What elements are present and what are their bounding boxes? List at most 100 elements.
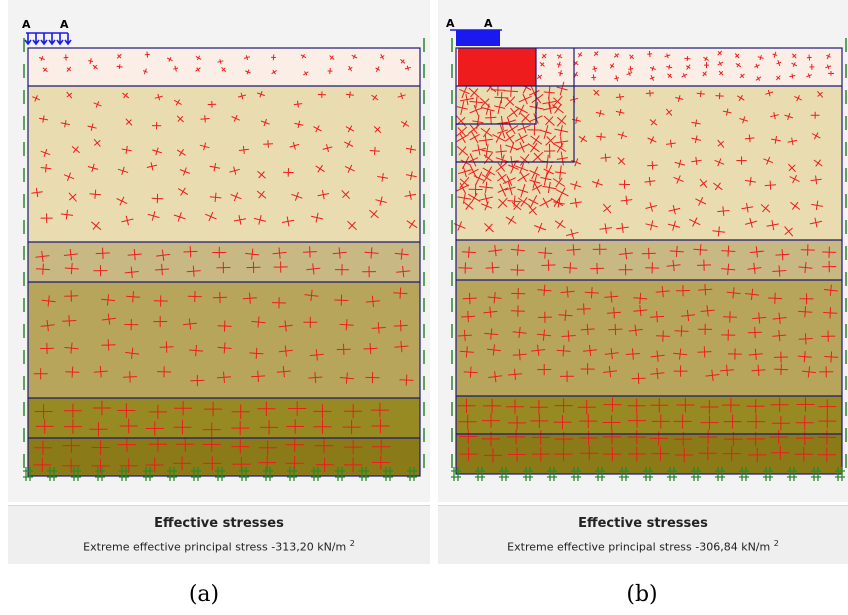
stress-cross xyxy=(309,349,324,361)
stress-cross xyxy=(256,91,265,98)
stress-cross xyxy=(507,195,522,207)
stress-cross xyxy=(649,74,655,81)
stress-cross xyxy=(469,96,484,108)
stress-cross xyxy=(125,347,140,359)
stress-cross xyxy=(542,181,557,194)
fixity-mark xyxy=(787,467,797,481)
stress-cross xyxy=(552,95,563,108)
stress-cross xyxy=(505,215,517,225)
stress-cross xyxy=(216,371,232,383)
stress-cross xyxy=(93,265,108,277)
stress-cross xyxy=(626,71,633,76)
stress-cross xyxy=(717,61,724,66)
fixity-mark xyxy=(215,467,225,481)
stress-cross xyxy=(826,53,831,60)
stress-cross xyxy=(310,212,324,223)
stress-cross xyxy=(603,366,618,378)
stress-cross xyxy=(570,198,582,208)
stress-cross xyxy=(91,440,110,455)
stress-cross xyxy=(674,159,685,168)
stress-crosses xyxy=(453,50,839,463)
stress-cross xyxy=(484,328,499,340)
stress-cross xyxy=(393,287,408,299)
stress-cross xyxy=(334,294,349,306)
stress-cross xyxy=(468,87,480,98)
stress-cross xyxy=(511,201,522,211)
stress-cross xyxy=(553,198,565,208)
stress-cross xyxy=(89,189,102,199)
stress-cross xyxy=(121,145,132,154)
fixity-mark xyxy=(335,467,345,481)
stress-cross xyxy=(615,108,625,116)
stress-cross xyxy=(681,73,688,78)
stress-cross xyxy=(493,100,506,115)
stress-cross xyxy=(231,114,240,122)
stress-cross xyxy=(735,62,742,68)
stress-cross xyxy=(116,53,122,59)
stress-cross xyxy=(824,351,839,363)
stress-cross xyxy=(371,322,386,334)
stress-cross xyxy=(405,145,416,154)
stress-cross xyxy=(794,447,813,462)
stress-cross xyxy=(159,341,174,353)
stress-cross xyxy=(705,369,720,381)
stress-cross xyxy=(153,315,168,328)
stress-cross xyxy=(552,104,564,114)
stress-cross xyxy=(647,136,657,144)
stress-cross xyxy=(456,182,470,194)
stress-cross xyxy=(485,262,500,274)
stress-cross xyxy=(688,217,701,227)
stress-cross xyxy=(122,92,130,99)
stress-cross xyxy=(334,264,350,276)
stress-cross xyxy=(645,262,660,274)
stress-cross xyxy=(552,177,565,188)
stress-cross xyxy=(339,372,354,384)
stress-cross xyxy=(488,245,503,257)
stress-cross xyxy=(655,285,670,298)
stress-cross xyxy=(531,446,550,462)
stress-cross xyxy=(603,397,622,412)
stress-cross xyxy=(721,329,736,341)
stress-cross xyxy=(717,50,723,56)
stress-cross xyxy=(217,320,232,332)
stress-cross xyxy=(633,292,648,305)
stress-cross xyxy=(757,55,764,60)
stress-cross xyxy=(695,196,707,206)
stress-cross xyxy=(618,264,633,276)
stress-cross xyxy=(680,309,696,322)
stress-cross xyxy=(372,439,391,454)
stress-cross xyxy=(63,54,69,61)
stress-cross xyxy=(664,53,671,59)
stress-cross xyxy=(554,124,569,137)
stress-cross xyxy=(507,368,523,380)
stress-cross xyxy=(722,446,741,461)
stress-cross xyxy=(35,250,50,263)
stress-cross xyxy=(649,119,658,126)
stress-cross xyxy=(288,401,307,416)
stress-cross xyxy=(487,292,502,304)
stress-cross xyxy=(620,195,633,205)
stress-cross xyxy=(604,291,619,303)
stress-cross xyxy=(776,60,782,67)
stress-cross xyxy=(617,131,628,140)
stress-cross xyxy=(95,247,110,259)
stress-cross xyxy=(703,56,709,62)
stress-cross xyxy=(545,135,557,146)
stress-cross xyxy=(479,181,494,193)
stress-cross xyxy=(558,309,573,321)
fixity-mark xyxy=(763,467,773,481)
stress-cross xyxy=(593,51,599,57)
stress-cross xyxy=(315,164,325,173)
stress-cross xyxy=(117,437,136,452)
stress-cross xyxy=(212,291,227,304)
stress-cross xyxy=(747,262,762,275)
fixity-mark xyxy=(95,467,105,481)
caption-b: (b) xyxy=(626,582,658,607)
fixity-mark xyxy=(667,467,677,481)
stress-cross xyxy=(456,146,469,156)
stress-cross xyxy=(541,259,556,271)
stress-cross xyxy=(377,173,389,182)
stress-cross xyxy=(31,187,43,198)
stress-cross xyxy=(699,178,708,189)
stress-cross xyxy=(400,59,406,64)
